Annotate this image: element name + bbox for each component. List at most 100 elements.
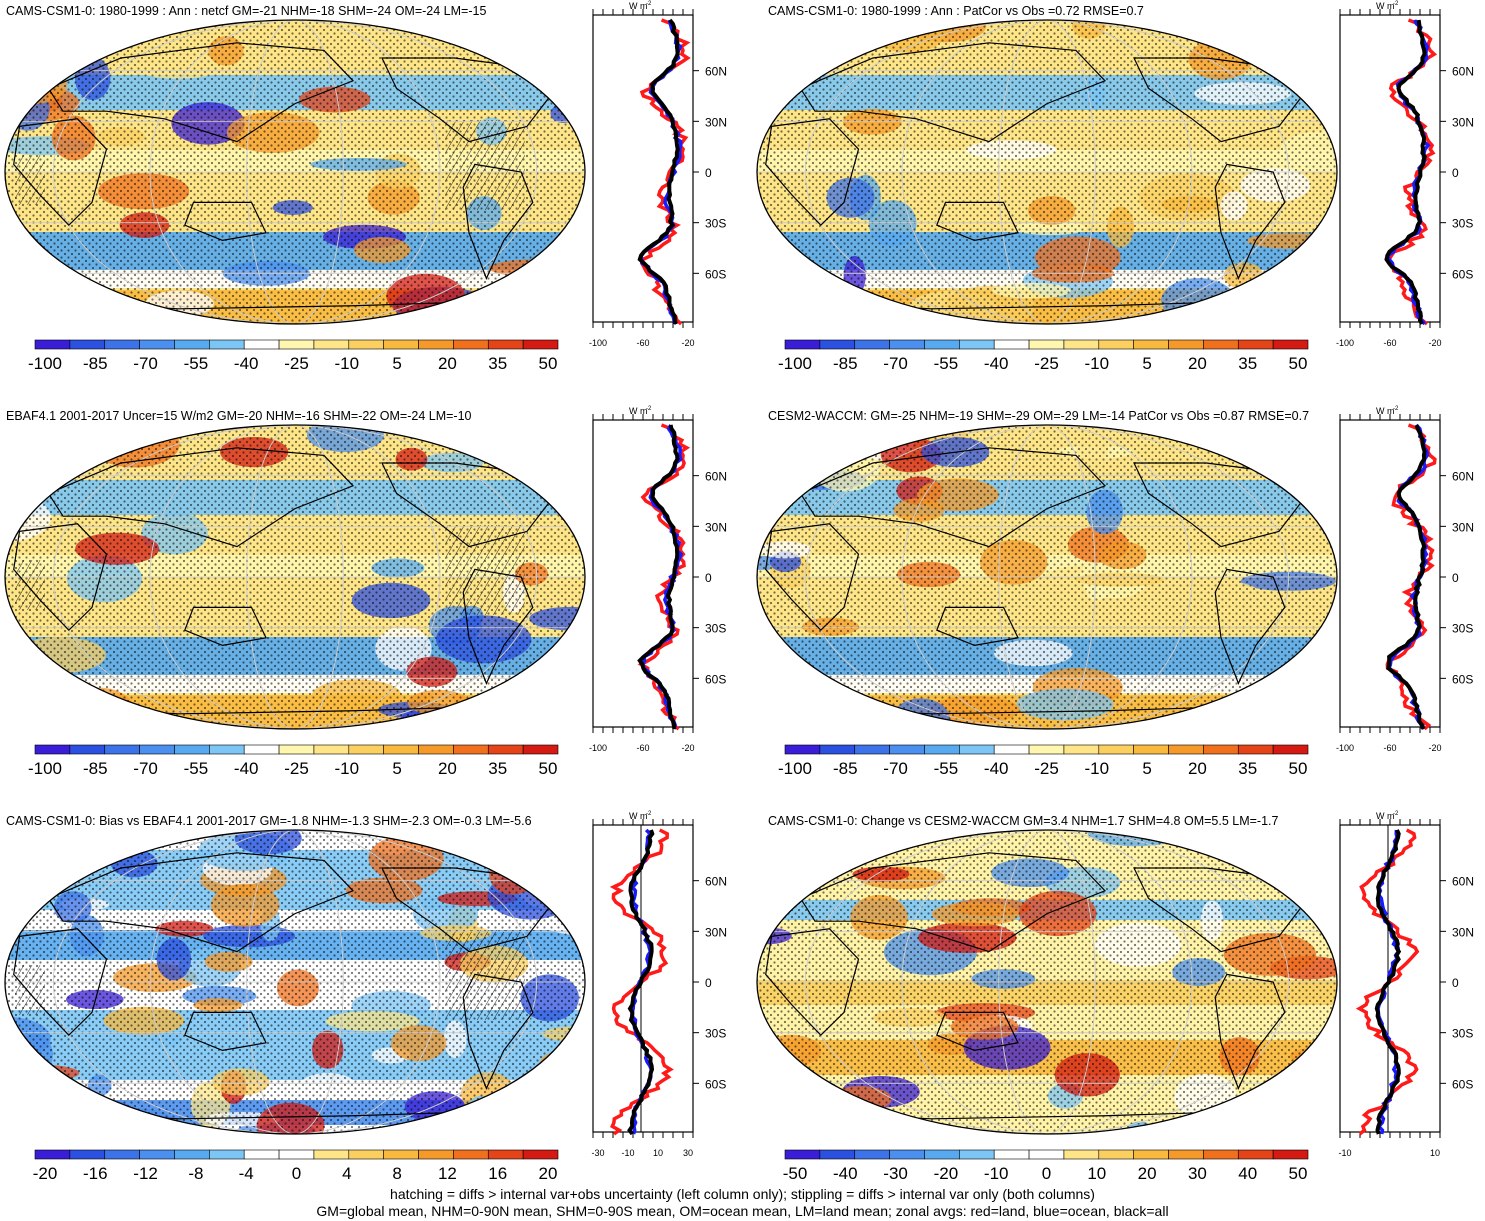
- colorbar-label: -85: [83, 759, 108, 778]
- zonal-unit-label: W m: [1376, 406, 1395, 416]
- zonal-mean-plot: W m-2 60N 30N 0 30S 60S -100 -60 -20: [589, 1, 727, 348]
- panel-1: CAMS-CSM1-0: 1980-1999 : Ann : netcf GM=…: [0, 0, 737, 390]
- zonal-x-label: -60: [636, 338, 649, 348]
- colorbar-cell: [959, 744, 995, 755]
- colorbar-cell: [819, 339, 856, 350]
- zonal-all-line: [1386, 424, 1427, 730]
- colorbar-cell: [453, 744, 489, 755]
- zonal-x-label: -20: [681, 743, 694, 753]
- colorbar-cell: [924, 1149, 960, 1160]
- panel-title: EBAF4.1 2001-2017 Uncer=15 W/m2 GM=-20 N…: [6, 409, 472, 423]
- zonal-unit-exponent: -2: [646, 1, 652, 7]
- colorbar-label: -55: [184, 759, 209, 778]
- colorbar-label: 35: [488, 354, 507, 373]
- colorbar-label: -40: [234, 759, 259, 778]
- colorbar-label: 50: [539, 759, 558, 778]
- zonal-lat-label: 0: [705, 571, 712, 585]
- colorbar-label: -70: [883, 354, 908, 373]
- panel-title: CAMS-CSM1-0: Bias vs EBAF4.1 2001-2017 G…: [6, 814, 532, 828]
- zonal-land-line: [1385, 423, 1437, 731]
- zonal-x-label: -60: [1383, 338, 1396, 348]
- colorbar-cell: [1237, 1149, 1274, 1160]
- colorbar-cell: [993, 1149, 1030, 1160]
- panel-5: CAMS-CSM1-0: Bias vs EBAF4.1 2001-2017 G…: [0, 810, 737, 1200]
- colorbar-cell: [1168, 744, 1204, 755]
- map: [5, 830, 585, 1134]
- colorbar-cell: [243, 339, 280, 350]
- panel-3: EBAF4.1 2001-2017 Uncer=15 W/m2 GM=-20 N…: [0, 405, 737, 795]
- zonal-all-line: [637, 18, 680, 325]
- colorbar-cell: [453, 339, 489, 350]
- colorbar-label: 35: [1238, 759, 1257, 778]
- colorbar-cell: [959, 1149, 995, 1160]
- zonal-all-line: [1374, 829, 1402, 1135]
- colorbar-label: -25: [1034, 354, 1059, 373]
- zonal-x-label: 10: [1430, 1148, 1440, 1158]
- colorbar-cell: [243, 744, 280, 755]
- colorbar-cell: [278, 339, 315, 350]
- colorbar-label: 50: [1289, 354, 1308, 373]
- zonal-lat-label: 60N: [1452, 875, 1474, 889]
- zonal-unit-label: W m: [1376, 1, 1395, 11]
- colorbar-cell: [1133, 744, 1169, 755]
- colorbar-cell: [104, 744, 140, 755]
- colorbar-label: -100: [28, 354, 62, 373]
- zonal-mean-plot: W m-2 60N 30N 0 30S 60S -100 -60 -20: [589, 406, 727, 753]
- colorbar-label: -100: [28, 759, 62, 778]
- colorbar-label: -70: [133, 759, 158, 778]
- colorbar-label: -25: [284, 759, 309, 778]
- zonal-lat-label: 60N: [1452, 470, 1474, 484]
- colorbar-label: 50: [1289, 1164, 1308, 1183]
- colorbar-label: 40: [1238, 1164, 1257, 1183]
- colorbar-cell: [784, 744, 821, 755]
- colorbar-cell: [383, 1149, 419, 1160]
- colorbar-cell: [1133, 339, 1169, 350]
- colorbar-cell: [1203, 744, 1239, 755]
- colorbar-label: 20: [539, 1164, 558, 1183]
- colorbar-cell: [348, 1149, 384, 1160]
- colorbar-cell: [784, 339, 821, 350]
- colorbar-cell: [1272, 339, 1309, 350]
- panel-graphics: -100 -85 -70 -55 -40 -25 -10 5 20 35 50 W m-2 60N 30N…: [756, 406, 1474, 778]
- colorbar: -20 -16 -12 -8 -4 0 4 8 12 16 20: [33, 1149, 559, 1183]
- zonal-x-label: -100: [1336, 338, 1354, 348]
- panel-title: CAMS-CSM1-0: Change vs CESM2-WACCM GM=3.…: [768, 814, 1279, 828]
- colorbar-cell: [889, 1149, 925, 1160]
- colorbar-cell: [993, 744, 1030, 755]
- zonal-x-label: -10: [1338, 1148, 1351, 1158]
- colorbar: -100 -85 -70 -55 -40 -25 -10 5 20 35 50: [28, 744, 559, 778]
- colorbar-cell: [139, 744, 175, 755]
- colorbar-label: -50: [783, 1164, 808, 1183]
- colorbar-cell: [348, 339, 384, 350]
- colorbar-cell: [487, 1149, 524, 1160]
- zonal-lat-label: 0: [705, 976, 712, 990]
- colorbar-label: 20: [1188, 354, 1207, 373]
- zonal-lat-label: 30N: [1452, 115, 1474, 129]
- colorbar-label: -30: [883, 1164, 908, 1183]
- zonal-lat-label: 30S: [1452, 622, 1473, 636]
- colorbar-cell: [34, 1149, 71, 1160]
- colorbar-label: 20: [1138, 1164, 1157, 1183]
- colorbar-label: 20: [438, 759, 457, 778]
- map: [5, 425, 585, 729]
- colorbar-cell: [959, 339, 995, 350]
- zonal-mean-plot: W m-2 60N 30N 0 30S 60S -30 -10 10 30: [591, 811, 727, 1158]
- colorbar-cell: [1028, 339, 1065, 350]
- zonal-lat-label: 30N: [1452, 925, 1474, 939]
- colorbar-cell: [69, 339, 106, 350]
- footer-legend-note: GM=global mean, NHM=0-90N mean, SHM=0-90…: [316, 1203, 1169, 1219]
- colorbar-label: 5: [392, 759, 401, 778]
- zonal-lat-label: 60N: [1452, 65, 1474, 79]
- colorbar-cell: [453, 1149, 489, 1160]
- colorbar-cell: [1098, 744, 1134, 755]
- colorbar-cell: [418, 339, 454, 350]
- colorbar-label: 20: [438, 354, 457, 373]
- zonal-lat-label: 60S: [705, 1077, 726, 1091]
- colorbar-cell: [209, 339, 245, 350]
- colorbar-cell: [1098, 339, 1134, 350]
- colorbar-label: -100: [778, 759, 812, 778]
- colorbar-label: 30: [1188, 1164, 1207, 1183]
- colorbar-label: -16: [83, 1164, 108, 1183]
- zonal-unit-label: W m: [629, 406, 648, 416]
- colorbar-label: -55: [184, 354, 209, 373]
